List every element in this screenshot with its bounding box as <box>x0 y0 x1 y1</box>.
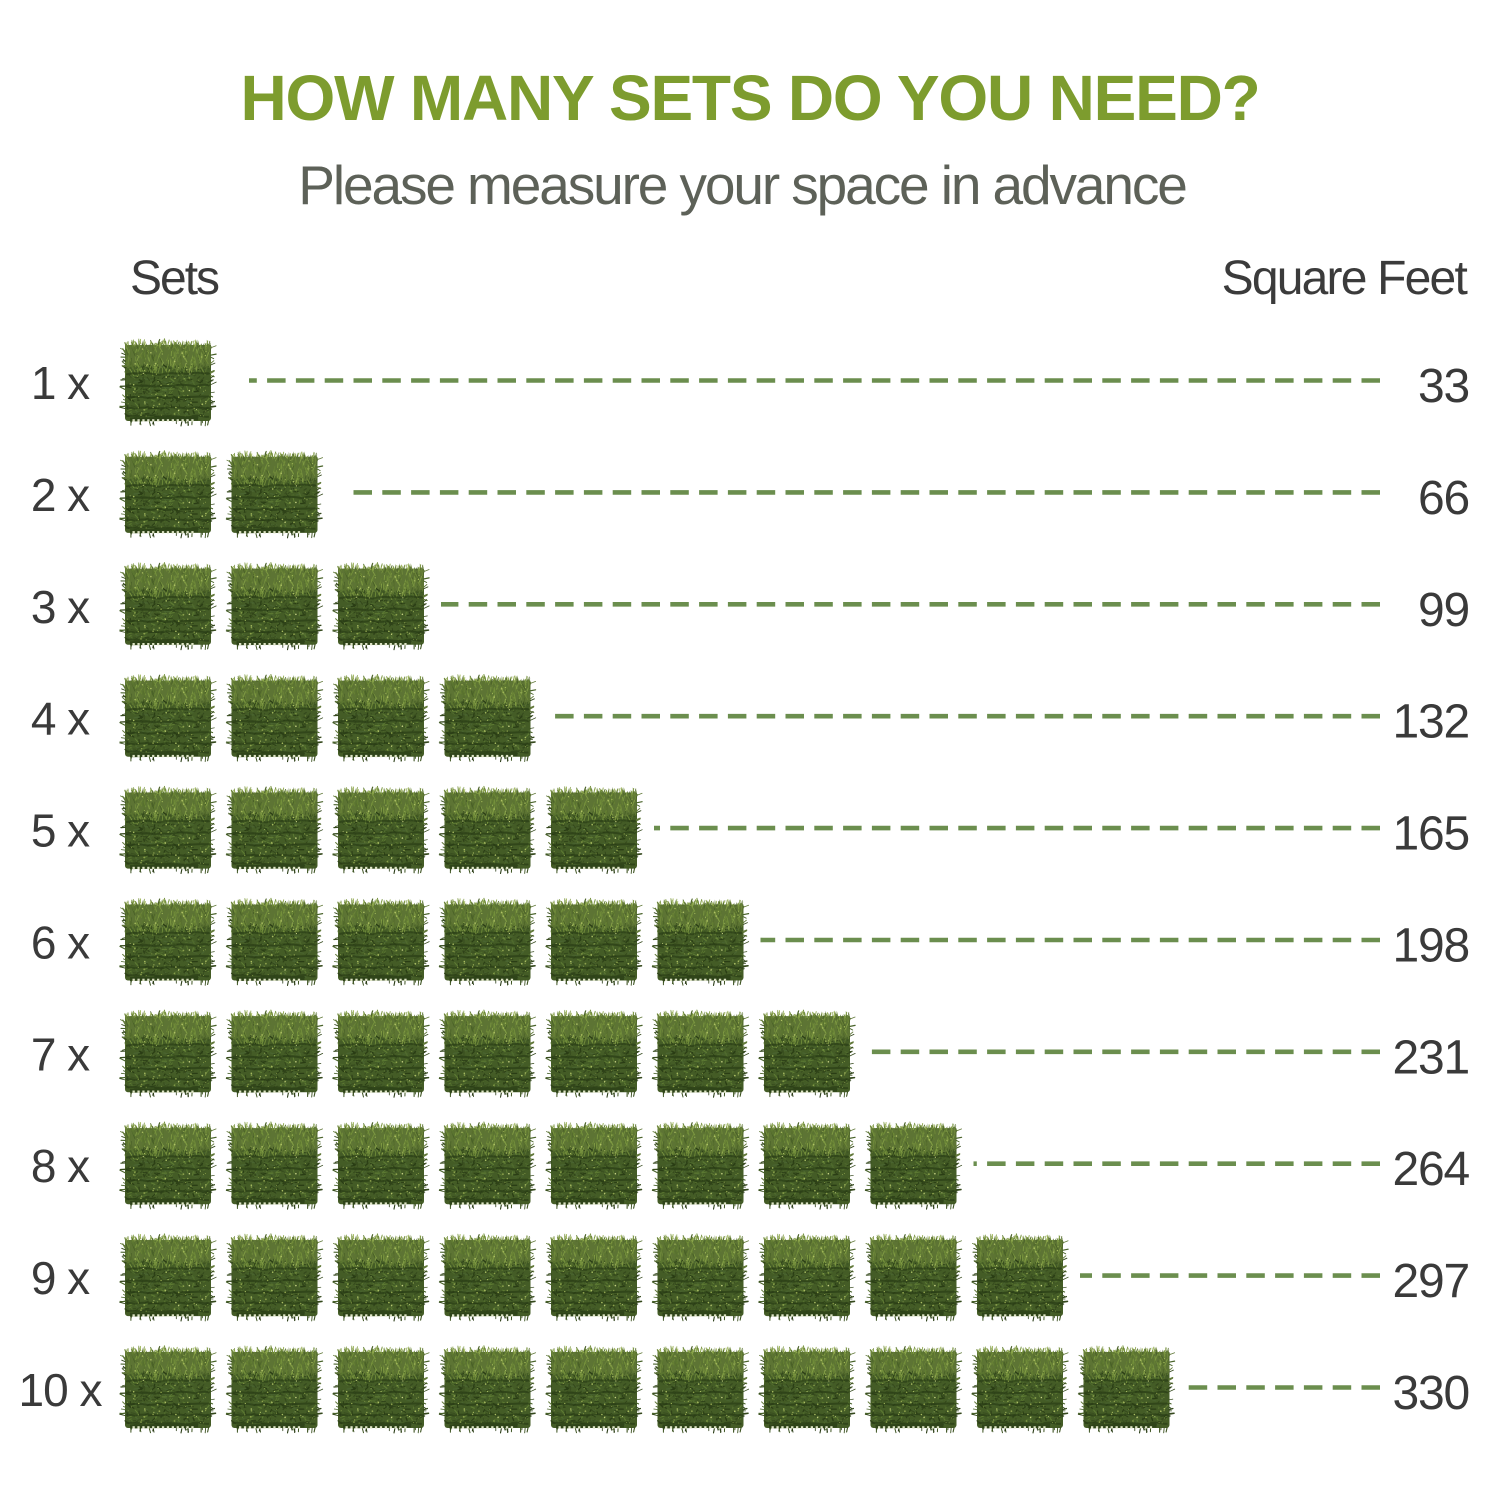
svg-text:2 x: 2 x <box>31 469 90 521</box>
svg-text:Sets: Sets <box>130 252 219 305</box>
svg-text:264: 264 <box>1393 1143 1470 1196</box>
svg-text:Please measure your space in a: Please measure your space in advance <box>298 154 1186 216</box>
svg-text:66: 66 <box>1418 472 1469 525</box>
svg-text:5 x: 5 x <box>31 805 90 857</box>
svg-text:6 x: 6 x <box>31 917 90 969</box>
svg-text:10 x: 10 x <box>19 1364 103 1416</box>
svg-text:330: 330 <box>1393 1367 1470 1420</box>
svg-text:198: 198 <box>1393 920 1470 973</box>
svg-text:231: 231 <box>1393 1031 1470 1084</box>
svg-text:HOW MANY SETS DO YOU NEED?: HOW MANY SETS DO YOU NEED? <box>241 62 1260 134</box>
svg-text:Square Feet: Square Feet <box>1222 252 1468 305</box>
svg-text:297: 297 <box>1393 1255 1470 1308</box>
svg-text:99: 99 <box>1418 584 1469 637</box>
svg-text:9 x: 9 x <box>31 1252 90 1304</box>
svg-text:3 x: 3 x <box>31 581 90 633</box>
svg-text:8 x: 8 x <box>31 1140 90 1192</box>
svg-text:33: 33 <box>1418 360 1469 413</box>
svg-text:165: 165 <box>1393 808 1470 861</box>
svg-text:4 x: 4 x <box>31 693 90 745</box>
svg-text:7 x: 7 x <box>31 1028 90 1080</box>
svg-text:1 x: 1 x <box>31 357 90 409</box>
svg-text:132: 132 <box>1393 696 1470 749</box>
